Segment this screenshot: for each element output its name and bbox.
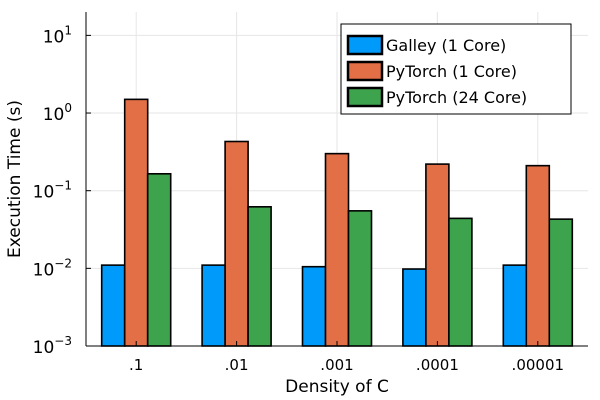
bar-galley-1-core: [301, 265, 327, 347]
bar-pytorch-24-core: [247, 206, 272, 347]
legend-label: PyTorch (1 Core): [386, 62, 517, 81]
bar-pytorch-24-core: [146, 172, 172, 347]
bar-pytorch-24-core: [448, 217, 473, 347]
bar-pytorch-1-core: [425, 163, 450, 347]
legend: Galley (1 Core) PyTorch (1 Core) PyTorch (…: [340, 23, 572, 115]
x-tick-label: .01: [225, 356, 249, 374]
x-axis-title: Density of C: [285, 377, 389, 397]
x-tick-label: .001: [320, 356, 353, 374]
bar-pytorch-1-core: [525, 164, 551, 347]
bar-pytorch-1-core: [123, 98, 149, 347]
bars: [100, 98, 574, 347]
bar-galley-1-core: [100, 264, 126, 347]
x-tick-labels: .1 .01 .001 .0001 .00001: [129, 341, 564, 374]
bar-galley-1-core: [402, 268, 427, 347]
bar-pytorch-24-core: [347, 210, 373, 347]
x-tick-label: .0001: [416, 356, 459, 374]
x-tick-label: .00001: [512, 356, 565, 374]
y-tick-label: 100: [43, 101, 72, 125]
y-tick-label: 101: [43, 23, 72, 47]
bar-pytorch-24-core: [548, 218, 574, 347]
y-tick-labels: 10−3 10−2 10−1 100 101: [33, 23, 91, 358]
legend-label: PyTorch (24 Core): [386, 88, 527, 107]
bar-galley-1-core: [201, 264, 226, 347]
bar-galley-1-core: [502, 264, 528, 347]
y-tick-label: 10−2: [33, 256, 72, 280]
bar-pytorch-1-core: [224, 140, 249, 347]
legend-label: Galley (1 Core): [386, 36, 506, 55]
legend-swatch: [346, 86, 384, 108]
legend-swatch: [346, 60, 384, 82]
legend-swatch: [346, 34, 384, 56]
y-tick-label: 10−1: [33, 179, 72, 203]
bar-pytorch-1-core: [324, 152, 350, 347]
y-tick-label: 10−3: [33, 334, 72, 358]
y-axis-title: Execution Time (s): [5, 100, 25, 258]
x-tick-label: .1: [129, 356, 143, 374]
